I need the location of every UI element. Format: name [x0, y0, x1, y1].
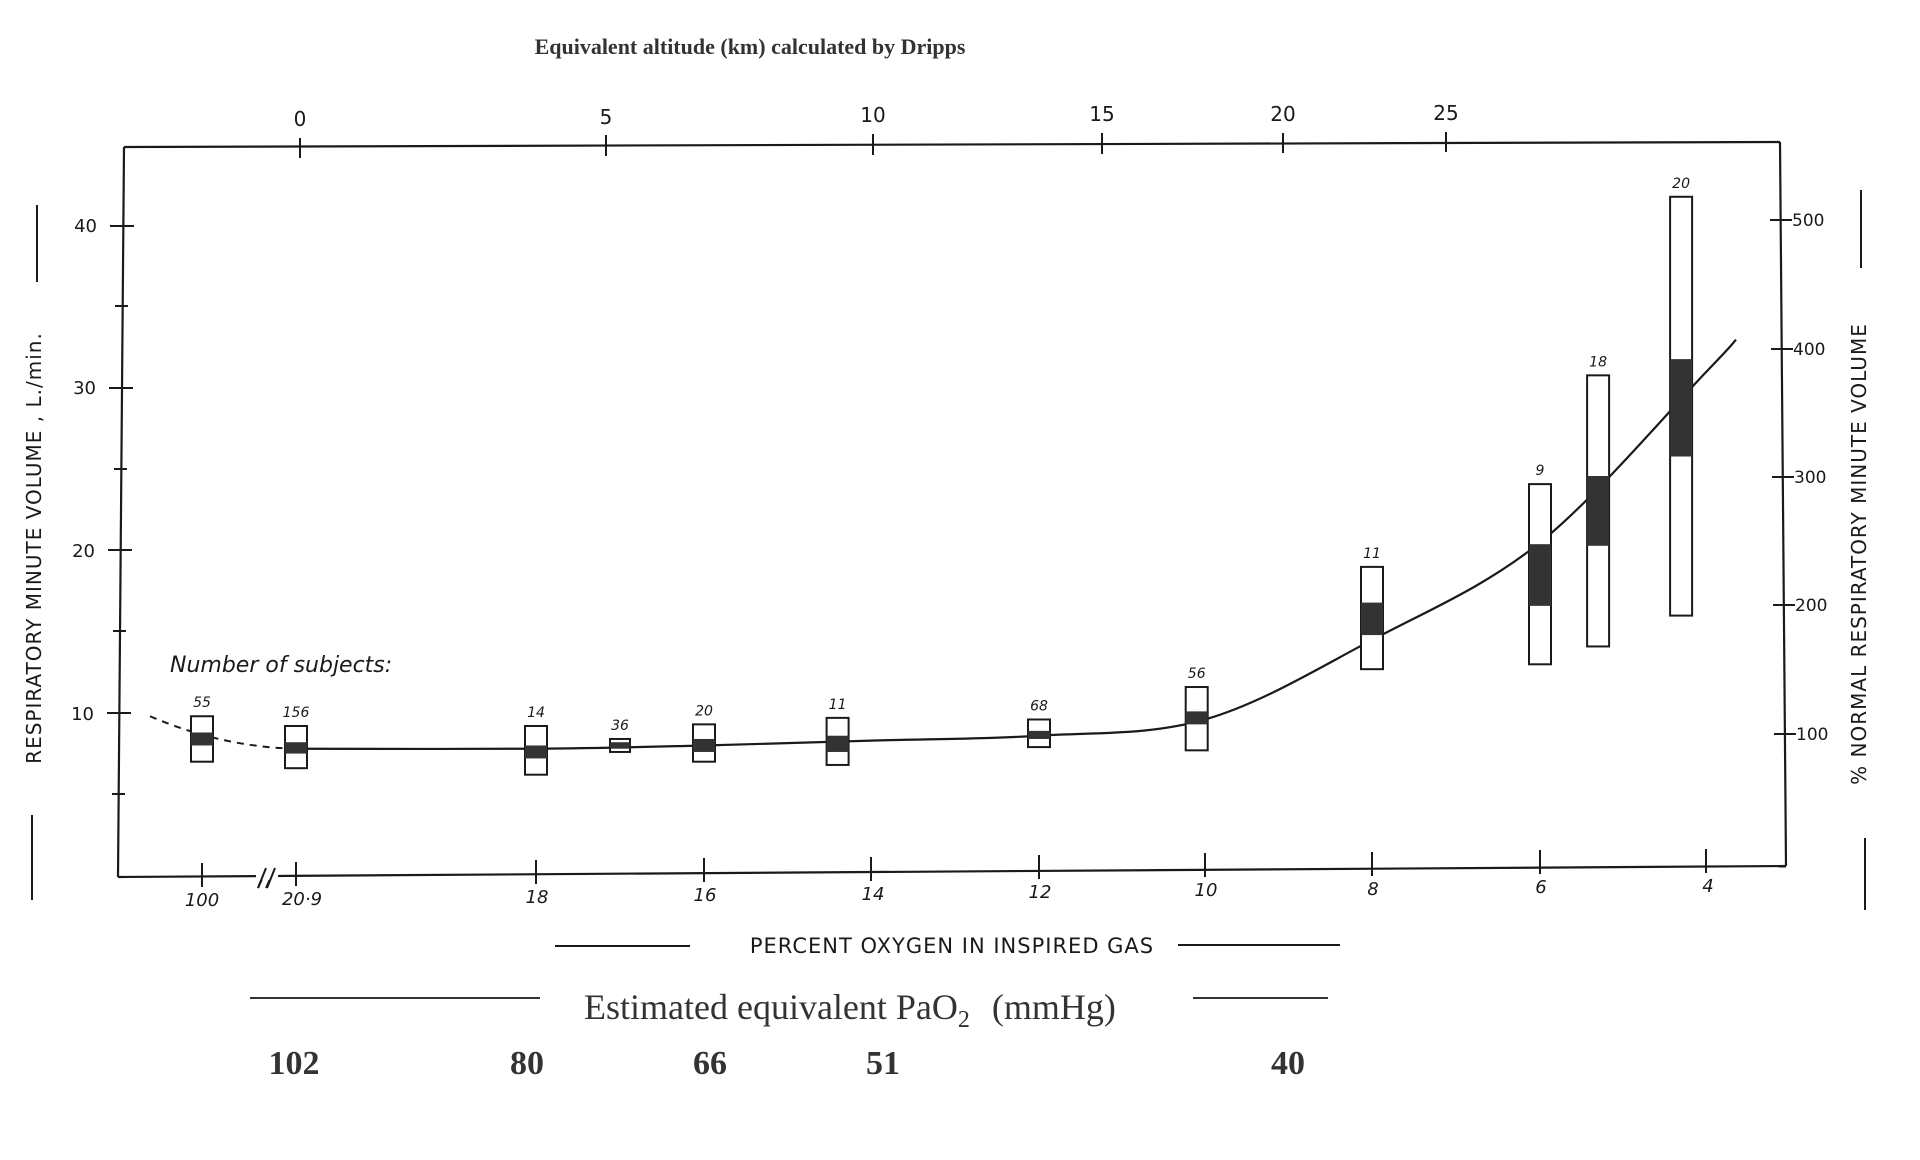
right-tick-label: 500 — [1792, 211, 1824, 231]
top-axis — [299, 132, 1447, 158]
top-tick-label: 15 — [1089, 102, 1114, 126]
top-axis-labels: 0 5 10 15 20 25 — [294, 101, 1459, 131]
box-iqr — [191, 732, 213, 746]
box-n-label: 14 — [527, 705, 545, 721]
chart-title: Equivalent altitude (km) calculated by D… — [535, 34, 966, 59]
top-tick-label: 25 — [1433, 101, 1458, 125]
box-n-label: 11 — [1363, 546, 1381, 562]
pao2-label-text: Estimated equivalent PaO — [584, 987, 958, 1027]
box-layer: 55 156 14 36 20 11 68 56 11 9 18 20 — [190, 176, 1694, 776]
top-tick-label: 10 — [860, 103, 885, 127]
box-n-label: 55 — [193, 695, 211, 711]
box-7: 56 — [1184, 666, 1209, 752]
box-iqr — [826, 735, 849, 752]
box-iqr — [610, 742, 630, 749]
pao2-value: 80 — [510, 1045, 544, 1082]
right-axis-labels: 100 200 300 400 500 — [1792, 211, 1828, 745]
box-1: 156 — [283, 705, 310, 770]
pao2-value: 40 — [1271, 1045, 1305, 1082]
bottom-tick-label: 4 — [1702, 876, 1713, 897]
box-iqr — [1529, 544, 1551, 606]
box-10: 18 — [1586, 354, 1611, 648]
left-axis — [107, 225, 134, 795]
right-axis — [1770, 219, 1796, 735]
top-tick-label: 0 — [294, 107, 307, 131]
pao2-value: 51 — [866, 1045, 900, 1082]
box-n-label: 18 — [1589, 354, 1607, 370]
box-iqr — [525, 745, 547, 759]
y-axis-label-right: % NORMAL RESPIRATORY MINUTE VOLUME — [1847, 323, 1871, 785]
left-axis-labels: 10 20 30 40 — [71, 216, 97, 725]
box-9: 9 — [1528, 463, 1552, 666]
box-iqr — [285, 742, 307, 754]
bottom-tick-label: 6 — [1535, 877, 1546, 898]
fit-curve — [295, 338, 1737, 751]
box-iqr — [693, 738, 715, 752]
bottom-tick-label: 20·9 — [282, 889, 322, 910]
box-iqr — [1670, 359, 1693, 457]
pao2-value: 66 — [693, 1045, 727, 1082]
top-tick-label: 20 — [1270, 102, 1295, 126]
box-n-label: 56 — [1188, 666, 1206, 682]
box-n-label: 68 — [1030, 698, 1048, 714]
box-n-label: 36 — [611, 718, 629, 734]
frame-right — [1778, 141, 1788, 867]
right-tick-label: 200 — [1795, 596, 1827, 616]
left-tick-label: 10 — [71, 704, 94, 725]
bottom-tick-label: 12 — [1029, 882, 1052, 903]
axis-break-marks — [257, 867, 276, 889]
pao2-values: 102 80 66 51 40 — [269, 1045, 1306, 1082]
bottom-tick-label: 10 — [1195, 880, 1218, 901]
pao2-value: 102 — [269, 1045, 320, 1082]
box-n-label: 156 — [283, 705, 310, 721]
frame-top — [123, 140, 1781, 149]
frame-bottom — [117, 864, 1787, 879]
fit-curve-layer — [149, 338, 1737, 751]
box-n-label: 11 — [829, 697, 847, 713]
top-tick-label: 5 — [600, 105, 613, 129]
box-4: 20 — [692, 703, 716, 763]
box-3: 36 — [609, 718, 631, 753]
plot-frame — [116, 140, 1788, 879]
right-tick-label: 100 — [1796, 725, 1828, 745]
box-iqr — [1587, 475, 1610, 546]
bottom-tick-label: 8 — [1367, 879, 1378, 900]
box-n-label: 20 — [695, 703, 713, 719]
bottom-tick-label: 14 — [862, 884, 885, 905]
box-11: 20 — [1669, 176, 1694, 617]
left-tick-label: 40 — [74, 216, 97, 237]
y-axis-label-left: RESPIRATORY MINUTE VOLUME , L./min. — [22, 332, 46, 764]
right-tick-label: 400 — [1793, 340, 1825, 360]
pao2-label-subscript: 2 — [958, 1007, 970, 1033]
bottom-tick-label: 100 — [185, 890, 219, 911]
bottom-tick-label: 16 — [694, 885, 717, 906]
box-6: 68 — [1027, 698, 1051, 749]
right-tick-label: 300 — [1794, 468, 1826, 488]
box-8: 11 — [1360, 546, 1384, 671]
pao2-label-unit: (mmHg) — [992, 987, 1116, 1027]
frame-left — [116, 146, 126, 878]
box-iqr — [1185, 711, 1208, 725]
left-tick-label: 20 — [72, 541, 95, 562]
box-iqr — [1028, 730, 1050, 739]
subjects-label: Number of subjects: — [170, 653, 392, 678]
box-5: 11 — [825, 697, 850, 766]
box-iqr — [1361, 602, 1383, 636]
box-n-label: 20 — [1672, 176, 1690, 192]
box-2: 14 — [524, 705, 548, 776]
bottom-tick-label: 18 — [526, 887, 549, 908]
left-tick-label: 30 — [73, 378, 96, 399]
fit-curve-dashed — [149, 715, 297, 750]
x-axis-label: PERCENT OXYGEN IN INSPIRED GAS — [750, 934, 1154, 958]
box-n-label: 9 — [1536, 463, 1545, 479]
bottom-axis-labels: 100 20·9 18 16 14 12 10 8 6 4 — [185, 876, 1714, 911]
pao2-label: Estimated equivalent PaO2 (mmHg) — [584, 987, 1116, 1033]
box-0: 55 — [190, 695, 214, 763]
